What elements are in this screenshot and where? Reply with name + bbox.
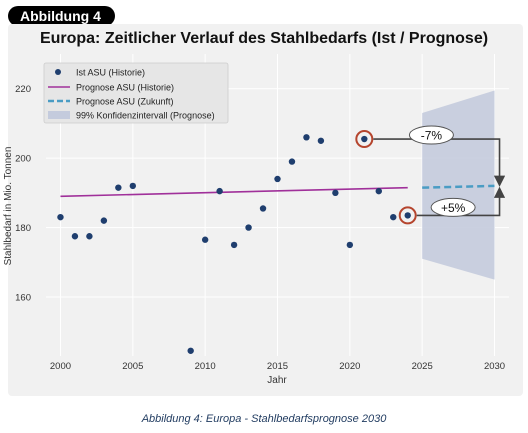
x-tick-label: 2005 (122, 361, 143, 372)
x-axis: 2000 2005 2010 2015 2020 2025 2030 (50, 361, 505, 372)
data-point (346, 241, 354, 249)
data-point (100, 217, 108, 224)
x-tick-label: 2010 (195, 361, 216, 372)
y-tick-label: 220 (15, 84, 31, 95)
data-point (259, 205, 267, 212)
y-tick-label: 160 (15, 292, 31, 303)
forecast-future-line (422, 184, 495, 189)
y-tick-label: 200 (15, 154, 31, 165)
x-tick-label: 2030 (484, 361, 505, 372)
legend-entry-label: Prognose ASU (Historie) (76, 83, 174, 93)
legend: Ist ASU (Historie) Prognose ASU (Historie… (43, 62, 229, 124)
data-point (230, 241, 238, 249)
data-point (129, 182, 137, 190)
data-point (390, 213, 397, 221)
data-point (274, 175, 281, 183)
legend-entry-label: 99% Konfidenzintervall (Prognose) (76, 111, 215, 121)
data-point (303, 134, 310, 141)
data-point (245, 224, 252, 231)
forecast-history-line (60, 186, 408, 198)
annotation-bubble (430, 197, 476, 217)
data-point (404, 212, 411, 219)
y-axis: 160 180 200 220 (15, 84, 31, 303)
annotations-layer: -7% +5% (355, 125, 506, 225)
data-point (71, 233, 79, 240)
data-point (86, 233, 93, 240)
x-tick-label: 2020 (339, 361, 360, 372)
data-point (288, 158, 296, 165)
data-point (216, 187, 223, 195)
annotation-label: -7% (421, 129, 443, 143)
y-axis-label: Stahlbedarf in Mio. Tonnen (3, 147, 14, 266)
annotation-label: +5% (441, 201, 466, 215)
figure-badge: Abbildung 4 (8, 6, 115, 26)
x-tick-label: 2025 (412, 361, 433, 372)
x-tick-label: 2000 (50, 361, 71, 372)
x-tick-label: 2015 (267, 361, 288, 372)
annotation-bubble (408, 125, 454, 145)
y-tick-label: 180 (15, 223, 31, 234)
highlight-ring (355, 130, 374, 149)
chart-title: Europa: Zeitlicher Verlauf des Stahlbeda… (39, 30, 489, 47)
x-axis-label: Jahr (267, 375, 287, 386)
data-point (332, 189, 339, 197)
data-points-layer (57, 102, 411, 354)
trend-lines-layer (60, 184, 495, 198)
legend-box (43, 62, 229, 124)
legend-entry-label: Prognose ASU (Zukunft) (76, 97, 174, 107)
data-point (187, 347, 194, 354)
highlight-ring (398, 206, 417, 225)
data-point (361, 135, 368, 143)
data-point (57, 213, 64, 221)
legend-marker-band (48, 111, 70, 119)
figure-caption: Abbildung 4: Europa - Stahlbedarfsprogno… (141, 413, 387, 425)
data-point (115, 184, 122, 191)
data-point (317, 137, 325, 144)
legend-marker-points (55, 69, 61, 75)
data-point (201, 236, 209, 243)
legend-entry-label: Ist ASU (Historie) (76, 68, 145, 78)
data-point (375, 187, 382, 195)
